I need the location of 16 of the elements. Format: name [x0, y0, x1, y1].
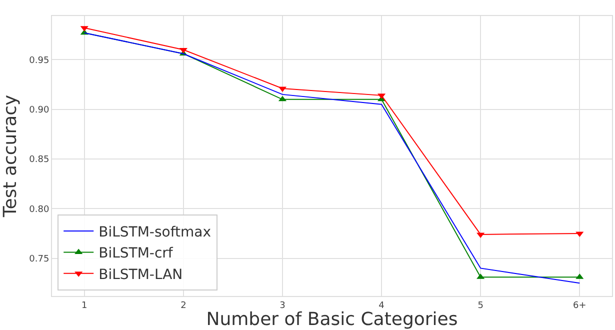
x-tick-label: 4 [378, 300, 385, 311]
legend-label: BiLSTM-LAN [98, 266, 183, 283]
y-axis-title: Test accuracy [0, 94, 21, 218]
x-tick-label: 2 [180, 300, 186, 311]
y-tick-label: 0.75 [29, 254, 50, 264]
y-tick-label: 0.90 [29, 105, 50, 116]
legend-label: BiLSTM-softmax [98, 224, 212, 240]
y-tick-label: 0.85 [29, 155, 50, 166]
y-tick-label: 0.80 [29, 204, 50, 215]
y-tick-label: 0.95 [29, 56, 50, 66]
x-tick-label: 1 [82, 300, 88, 311]
x-tick-label: 3 [280, 300, 286, 311]
x-tick-label: 6+ [572, 300, 586, 311]
x-axis-title: Number of Basic Categories [206, 309, 458, 330]
legend-label: BiLSTM-crf [98, 246, 174, 262]
x-tick-label: 5 [478, 300, 484, 311]
